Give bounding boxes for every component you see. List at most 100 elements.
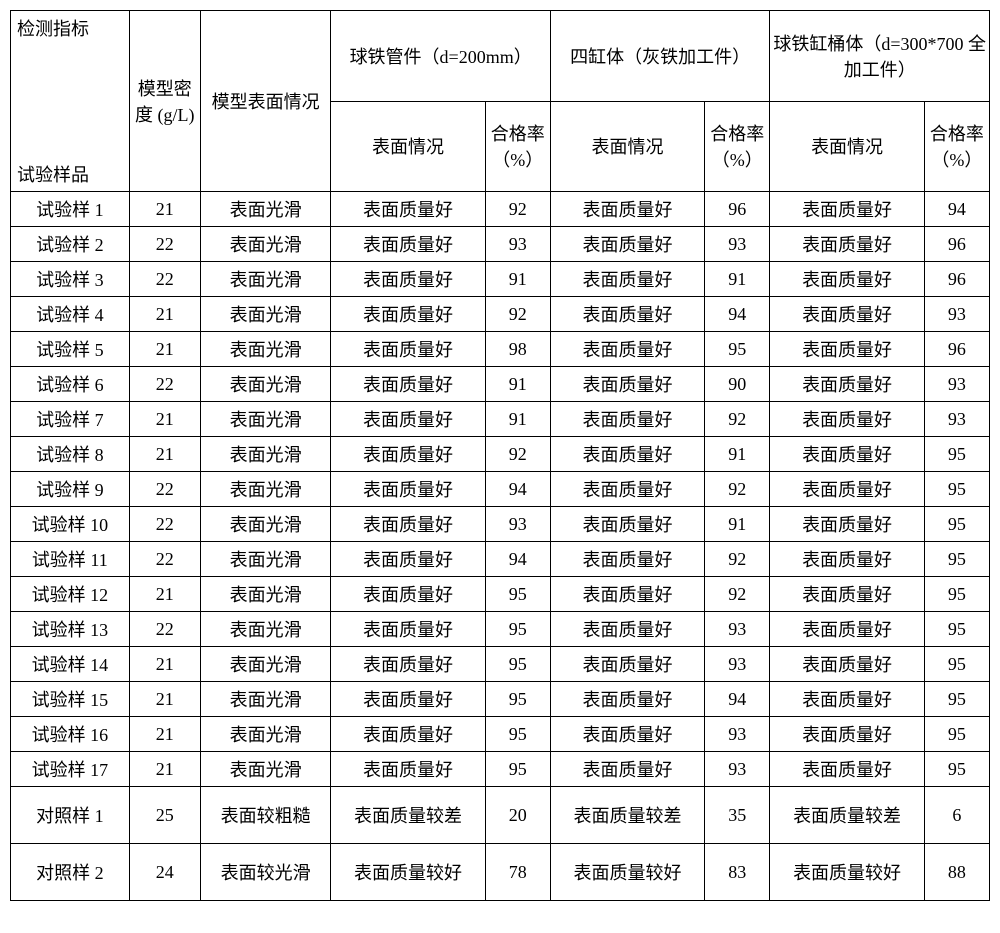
- row-rate-1: 78: [485, 844, 550, 901]
- row-rate-1: 91: [485, 367, 550, 402]
- row-cond-1: 表面质量好: [331, 297, 485, 332]
- table-row: 试验样 1122表面光滑表面质量好94表面质量好92表面质量好95: [11, 542, 990, 577]
- row-cond-2: 表面质量好: [550, 192, 704, 227]
- row-rate-2: 91: [705, 507, 770, 542]
- row-rate-1: 92: [485, 192, 550, 227]
- row-rate-3: 95: [924, 472, 989, 507]
- header-surface-cond-1: 表面情况: [331, 101, 485, 192]
- table-row: 试验样 421表面光滑表面质量好92表面质量好94表面质量好93: [11, 297, 990, 332]
- row-rate-2: 35: [705, 787, 770, 844]
- row-rate-2: 94: [705, 682, 770, 717]
- row-density: 22: [129, 542, 200, 577]
- header-pass-rate-2: 合格率（%）: [705, 101, 770, 192]
- row-label: 试验样 5: [11, 332, 130, 367]
- row-cond-3: 表面质量较差: [770, 787, 924, 844]
- row-model-surface: 表面光滑: [200, 542, 331, 577]
- row-rate-2: 92: [705, 472, 770, 507]
- header-model-surface: 模型表面情况: [200, 11, 331, 192]
- row-rate-3: 95: [924, 437, 989, 472]
- row-rate-1: 94: [485, 542, 550, 577]
- row-rate-2: 91: [705, 262, 770, 297]
- row-cond-1: 表面质量好: [331, 647, 485, 682]
- row-label: 试验样 11: [11, 542, 130, 577]
- row-cond-1: 表面质量较好: [331, 844, 485, 901]
- row-density: 22: [129, 367, 200, 402]
- row-rate-2: 93: [705, 227, 770, 262]
- row-label: 对照样 2: [11, 844, 130, 901]
- row-cond-2: 表面质量好: [550, 227, 704, 262]
- table-row: 试验样 222表面光滑表面质量好93表面质量好93表面质量好96: [11, 227, 990, 262]
- row-cond-1: 表面质量好: [331, 402, 485, 437]
- row-cond-3: 表面质量好: [770, 227, 924, 262]
- row-rate-3: 6: [924, 787, 989, 844]
- row-cond-3: 表面质量好: [770, 402, 924, 437]
- row-cond-3: 表面质量好: [770, 682, 924, 717]
- row-model-surface: 表面光滑: [200, 752, 331, 787]
- table-row: 试验样 322表面光滑表面质量好91表面质量好91表面质量好96: [11, 262, 990, 297]
- row-label: 试验样 4: [11, 297, 130, 332]
- row-density: 22: [129, 612, 200, 647]
- row-rate-1: 98: [485, 332, 550, 367]
- row-cond-3: 表面质量好: [770, 542, 924, 577]
- row-rate-3: 95: [924, 752, 989, 787]
- row-density: 21: [129, 577, 200, 612]
- header-metric-label: 检测指标: [13, 15, 127, 41]
- row-label: 试验样 10: [11, 507, 130, 542]
- row-cond-2: 表面质量好: [550, 367, 704, 402]
- row-model-surface: 表面光滑: [200, 682, 331, 717]
- row-cond-2: 表面质量较好: [550, 844, 704, 901]
- results-table: 检测指标 试验样品 模型密度 (g/L) 模型表面情况 球铁管件（d=200mm…: [10, 10, 990, 901]
- row-rate-2: 92: [705, 577, 770, 612]
- row-cond-3: 表面质量好: [770, 647, 924, 682]
- row-label: 试验样 8: [11, 437, 130, 472]
- row-model-surface: 表面光滑: [200, 472, 331, 507]
- row-rate-3: 95: [924, 717, 989, 752]
- row-model-surface: 表面光滑: [200, 262, 331, 297]
- header-group-1: 球铁管件（d=200mm）: [331, 11, 551, 102]
- row-rate-2: 90: [705, 367, 770, 402]
- row-model-surface: 表面较光滑: [200, 844, 331, 901]
- row-rate-1: 92: [485, 437, 550, 472]
- row-model-surface: 表面光滑: [200, 402, 331, 437]
- row-cond-1: 表面质量好: [331, 752, 485, 787]
- table-row: 试验样 1621表面光滑表面质量好95表面质量好93表面质量好95: [11, 717, 990, 752]
- row-cond-2: 表面质量好: [550, 542, 704, 577]
- row-cond-2: 表面质量好: [550, 682, 704, 717]
- row-density: 21: [129, 647, 200, 682]
- table-row: 试验样 1521表面光滑表面质量好95表面质量好94表面质量好95: [11, 682, 990, 717]
- row-density: 22: [129, 472, 200, 507]
- row-rate-2: 94: [705, 297, 770, 332]
- row-label: 试验样 15: [11, 682, 130, 717]
- row-model-surface: 表面光滑: [200, 647, 331, 682]
- header-surface-cond-2: 表面情况: [550, 101, 704, 192]
- row-label: 试验样 2: [11, 227, 130, 262]
- row-cond-2: 表面质量好: [550, 612, 704, 647]
- row-rate-1: 94: [485, 472, 550, 507]
- table-row: 试验样 1721表面光滑表面质量好95表面质量好93表面质量好95: [11, 752, 990, 787]
- row-rate-2: 83: [705, 844, 770, 901]
- row-rate-3: 95: [924, 612, 989, 647]
- row-cond-3: 表面质量好: [770, 192, 924, 227]
- table-body: 试验样 121表面光滑表面质量好92表面质量好96表面质量好94试验样 222表…: [11, 192, 990, 901]
- row-cond-1: 表面质量较差: [331, 787, 485, 844]
- row-rate-3: 93: [924, 367, 989, 402]
- row-rate-3: 93: [924, 402, 989, 437]
- row-rate-2: 93: [705, 717, 770, 752]
- row-cond-2: 表面质量好: [550, 752, 704, 787]
- row-model-surface: 表面光滑: [200, 577, 331, 612]
- table-header: 检测指标 试验样品 模型密度 (g/L) 模型表面情况 球铁管件（d=200mm…: [11, 11, 990, 192]
- row-rate-3: 95: [924, 647, 989, 682]
- row-rate-3: 96: [924, 262, 989, 297]
- row-rate-2: 91: [705, 437, 770, 472]
- row-label: 试验样 12: [11, 577, 130, 612]
- row-rate-1: 93: [485, 227, 550, 262]
- row-rate-1: 95: [485, 752, 550, 787]
- row-cond-2: 表面质量好: [550, 717, 704, 752]
- row-rate-3: 93: [924, 297, 989, 332]
- row-cond-3: 表面质量好: [770, 262, 924, 297]
- row-label: 试验样 17: [11, 752, 130, 787]
- row-cond-2: 表面质量好: [550, 332, 704, 367]
- table-row: 对照样 224表面较光滑表面质量较好78表面质量较好83表面质量较好88: [11, 844, 990, 901]
- header-surface-cond-3: 表面情况: [770, 101, 924, 192]
- row-cond-1: 表面质量好: [331, 717, 485, 752]
